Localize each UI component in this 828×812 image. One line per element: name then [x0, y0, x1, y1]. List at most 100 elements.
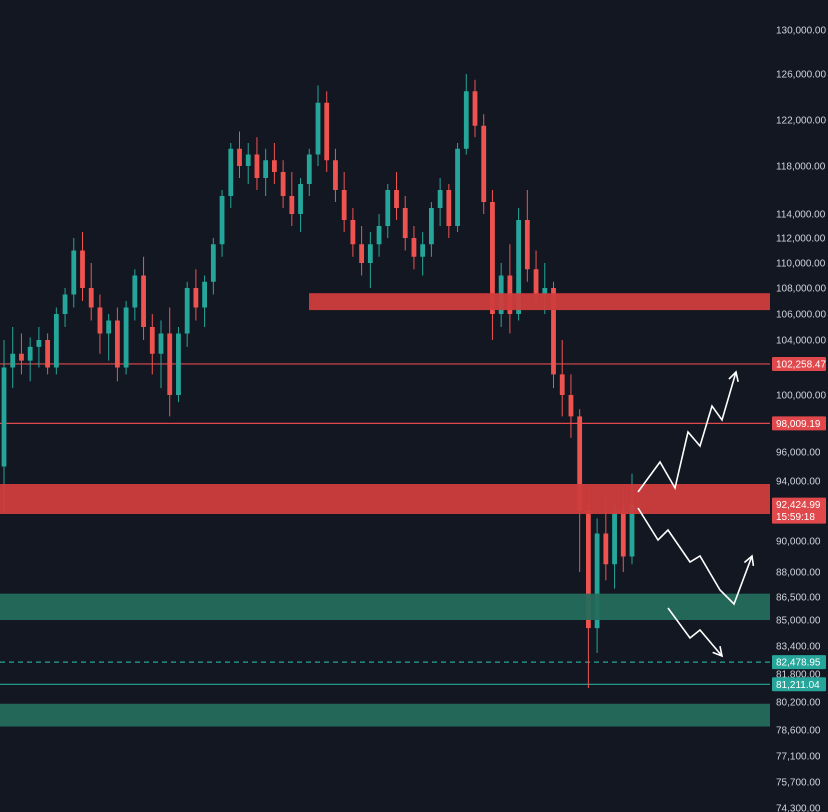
candle-body	[167, 333, 173, 395]
candle-body	[80, 250, 85, 288]
zone-box	[0, 703, 770, 727]
candle-body	[1, 367, 7, 467]
y-tick-label: 74,300.00	[776, 804, 821, 812]
candle-body	[237, 148, 242, 166]
projection-arrowhead	[743, 554, 755, 567]
candle-body	[385, 190, 391, 226]
countdown-timer: 15:59:18	[776, 512, 815, 523]
candle-body	[402, 208, 408, 238]
y-tick-label: 83,400.00	[776, 642, 821, 653]
y-tick-label: 100,000.00	[776, 391, 826, 402]
projection-arrowhead	[728, 370, 739, 382]
candle-body	[149, 327, 155, 354]
y-tick-label: 90,000.00	[776, 537, 821, 548]
level-tag	[772, 416, 826, 431]
level-tag-label: 102,258.47	[776, 359, 826, 370]
candle-body	[71, 250, 77, 295]
level-tag-label: 81,211.04	[776, 680, 820, 691]
y-tick-label: 106,000.00	[776, 310, 826, 321]
y-tick-label: 122,000.00	[776, 116, 826, 127]
candle-body	[158, 333, 164, 354]
current-price-tag	[772, 497, 826, 524]
candle-body	[603, 533, 609, 565]
candle-body	[559, 374, 565, 395]
candle-body	[568, 395, 574, 417]
candle-body	[463, 91, 469, 149]
candle-body	[542, 288, 548, 295]
projection-arrowhead	[712, 646, 724, 658]
candle-body	[367, 244, 373, 263]
level-tag	[772, 356, 826, 371]
candle-body	[437, 190, 443, 208]
candle-body	[176, 333, 181, 395]
candle-body	[455, 148, 460, 226]
candle-body	[620, 511, 626, 557]
candle-body	[446, 190, 452, 226]
candle-body	[350, 220, 356, 245]
candle-body	[324, 102, 330, 161]
y-tick-label: 130,000.00	[776, 26, 826, 37]
level-tag-label: 98,009.19	[776, 419, 821, 430]
level-tag	[772, 677, 826, 692]
zone-box	[0, 593, 770, 620]
candle-body	[612, 511, 617, 565]
candle-body	[228, 148, 234, 196]
candle-body	[210, 244, 216, 282]
candle-body	[97, 307, 103, 334]
candle-body	[123, 307, 129, 368]
candle-body	[490, 202, 495, 314]
candle-body	[481, 125, 487, 202]
candle-body	[516, 220, 522, 314]
candle-body	[585, 511, 591, 629]
candle-body	[62, 294, 68, 314]
candle-body	[141, 275, 146, 327]
candle-body	[376, 226, 382, 245]
candle-body	[289, 196, 295, 214]
candle-body	[45, 340, 51, 368]
current-price-label: 92,424.99	[776, 500, 821, 511]
candle-body	[577, 416, 583, 511]
candle-body	[411, 238, 417, 257]
y-tick-label: 80,200.00	[776, 698, 821, 709]
candle-body	[263, 160, 269, 178]
y-tick-label: 86,500.00	[776, 593, 821, 604]
candle-body	[184, 288, 190, 334]
candle-body	[315, 102, 321, 155]
candle-body	[341, 190, 347, 220]
y-tick-label: 108,000.00	[776, 284, 826, 295]
candle-body	[219, 196, 225, 245]
candle-body	[106, 320, 112, 334]
y-tick-label: 114,000.00	[776, 210, 826, 221]
y-tick-label: 75,700.00	[776, 778, 821, 789]
y-tick-label: 110,000.00	[776, 259, 826, 270]
y-tick-label: 104,000.00	[776, 336, 826, 347]
candle-body	[10, 353, 16, 368]
y-tick-label: 94,000.00	[776, 477, 821, 488]
y-tick-label: 118,000.00	[776, 162, 826, 173]
candle-body	[428, 208, 434, 245]
y-tick-label: 112,000.00	[776, 234, 826, 245]
candle-body	[245, 154, 251, 166]
y-tick-label: 85,000.00	[776, 616, 821, 627]
candle-body	[193, 288, 199, 308]
candle-body	[333, 160, 338, 190]
candle-body	[202, 281, 208, 308]
y-tick-label: 96,000.00	[776, 448, 821, 459]
candle-body	[533, 269, 539, 295]
candle-body	[53, 314, 59, 368]
candle-body	[36, 340, 42, 347]
candle-body	[551, 288, 556, 375]
candle-body	[420, 244, 426, 257]
projection-path	[667, 607, 723, 657]
candle-body	[524, 220, 530, 270]
candle-body	[280, 172, 286, 196]
candle-body	[298, 184, 303, 214]
y-tick-label: 126,000.00	[776, 70, 826, 81]
y-tick-label: 77,100.00	[776, 752, 821, 763]
y-tick-label: 81,800.00	[776, 670, 821, 681]
y-tick-label: 88,000.00	[776, 568, 821, 579]
candle-body	[394, 190, 399, 208]
y-tick-label: 78,600.00	[776, 726, 821, 737]
